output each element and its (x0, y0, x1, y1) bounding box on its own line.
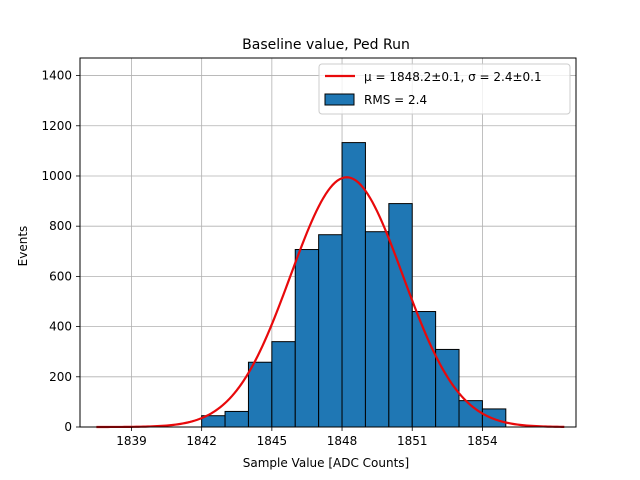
y-tick-label: 200 (49, 370, 72, 384)
y-tick-label: 1400 (41, 69, 72, 83)
histogram-bar (318, 234, 343, 428)
y-tick-label: 0 (64, 420, 72, 434)
plot-frame (79, 57, 577, 428)
y-axis-label: Events (16, 226, 30, 267)
histogram-bar (364, 231, 390, 428)
y-tick-label: 1200 (41, 119, 72, 133)
y-tick-label: 1000 (41, 169, 72, 183)
chart-title: Baseline value, Ped Run (242, 37, 410, 53)
y-axis-ticks: 0 200 400 600 800 1000 1200 1400 (41, 69, 80, 434)
x-tick-label: 1848 (327, 434, 358, 448)
legend-box (318, 63, 571, 115)
y-tick-label: 800 (49, 219, 72, 233)
histogram-bar (247, 361, 273, 428)
y-tick-label: 600 (49, 269, 72, 283)
legend-fit-label: μ = 1848.2±0.1, σ = 2.4±0.1 (364, 70, 542, 84)
legend-histogram-label: RMS = 2.4 (364, 93, 427, 107)
histogram-bar (294, 249, 320, 428)
x-tick-label: 1854 (467, 434, 498, 448)
y-tick-label: 400 (49, 320, 72, 334)
x-axis-label: Sample Value [ADC Counts] (243, 456, 409, 470)
x-tick-label: 1839 (116, 434, 147, 448)
legend-histogram-swatch (324, 93, 355, 106)
x-tick-label: 1851 (397, 434, 428, 448)
histogram-bars (201, 142, 507, 428)
x-axis-ticks: 1839 1842 1845 1848 1851 1854 (116, 427, 498, 448)
legend: μ = 1848.2±0.1, σ = 2.4±0.1 RMS = 2.4 (318, 63, 571, 115)
histogram-bar (388, 203, 413, 428)
fit-curve-group (96, 176, 565, 429)
x-tick-label: 1842 (186, 434, 217, 448)
x-tick-label: 1845 (257, 434, 288, 448)
histogram-bar (224, 410, 249, 428)
histogram-bar (271, 341, 296, 428)
fit-curve (96, 176, 565, 429)
